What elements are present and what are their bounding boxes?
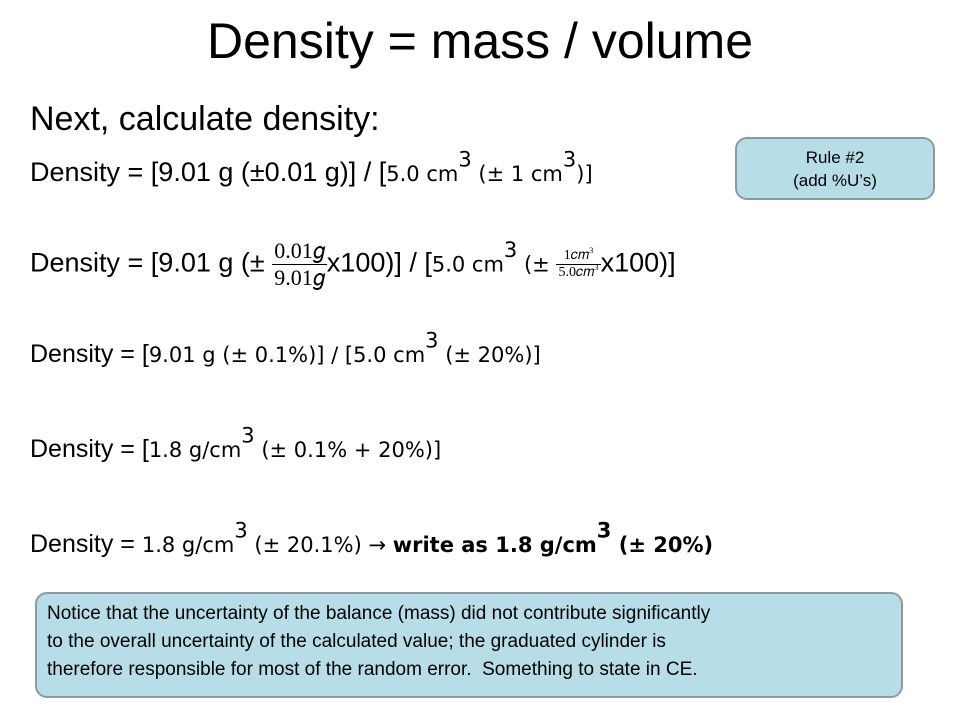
- text-run: 3: [234, 518, 248, 543]
- text-run: 1𝑐𝑚: [563, 248, 590, 263]
- text-run: 3: [503, 237, 518, 262]
- text-run: Density = [: [30, 435, 149, 463]
- equation-line: Density = [1.8 g/cm3 (± 0.1% + 20%)]: [30, 425, 442, 464]
- fraction: 1𝑐𝑚3 5.0𝑐𝑚3: [556, 246, 601, 281]
- equation-line: Density = [9.01 g (± 0.01𝑔 9.01𝑔 x100)] / …: [30, 238, 676, 291]
- text-run: Density = [: [30, 340, 149, 368]
- text-run: 9.01𝑔: [274, 265, 325, 290]
- note-line: Notice that the uncertainty of the balan…: [47, 603, 711, 624]
- text-run: (± 20.1%) →: [247, 533, 393, 557]
- text-run: x100)]: [600, 247, 676, 278]
- text-run: write as 1.8 g/cm: [392, 533, 597, 557]
- text-run: 3: [562, 147, 577, 172]
- subtitle: Next, calculate density:: [30, 100, 380, 138]
- text-run: 3: [241, 423, 255, 448]
- rule-box: Rule #2 (add %U’s): [735, 137, 935, 200]
- note-box: Notice that the uncertainty of the balan…: [35, 592, 903, 698]
- text-run: 0.01𝑔: [272, 238, 327, 265]
- fraction: 0.01𝑔 9.01𝑔: [272, 238, 327, 291]
- text-run: Density = [9.01 g (±0.01 g)] / [: [30, 157, 387, 187]
- text-run: (±: [517, 252, 557, 277]
- text-group: 5.0𝑐𝑚3: [556, 263, 600, 281]
- text-run: 5.0𝑐𝑚: [558, 265, 595, 280]
- equation-line: Density = 1.8 g/cm3 (± 20.1%) → write as…: [30, 520, 714, 559]
- text-run: (± 20%): [611, 533, 714, 557]
- text-run: 3: [594, 263, 599, 273]
- rule-line: (add %U’s): [793, 171, 877, 190]
- text-run: (± 1 cm: [471, 162, 563, 186]
- text-run: 1.8 g/cm: [148, 438, 242, 462]
- text-run: 3: [458, 147, 472, 172]
- note-line: to the overall uncertainty of the calcul…: [47, 631, 666, 652]
- text-run: (± 20%)]: [438, 343, 541, 367]
- equation-line: Density = [9.01 g (± 0.1%)] / [5.0 cm3 (…: [30, 330, 541, 369]
- equation-line: Density = [9.01 g (±0.01 g)] / [5.0 cm3 …: [30, 149, 593, 188]
- text-run: 9.01 g (± 0.1%)] / [5.0 cm: [148, 343, 426, 367]
- text-run: 3: [425, 328, 439, 353]
- rule-line: Rule #2: [805, 148, 865, 167]
- text-run: 3: [596, 518, 612, 543]
- title: Density = mass / volume: [206, 13, 754, 69]
- text-run: 5.0 cm: [431, 252, 504, 277]
- text-run: Density =: [30, 530, 142, 558]
- text-group: 1𝑐𝑚3: [556, 246, 601, 265]
- text-run: 1.8 g/cm: [141, 533, 235, 557]
- note-line: therefore responsible for most of the ra…: [47, 659, 698, 680]
- text-run: x100)] / [: [326, 247, 432, 278]
- text-run: 3: [589, 246, 594, 256]
- text-run: )]: [576, 162, 593, 186]
- text-run: Density = [9.01 g (±: [30, 247, 273, 278]
- text-run: (± 0.1% + 20%)]: [254, 438, 442, 462]
- text-run: 5.0 cm: [386, 162, 459, 186]
